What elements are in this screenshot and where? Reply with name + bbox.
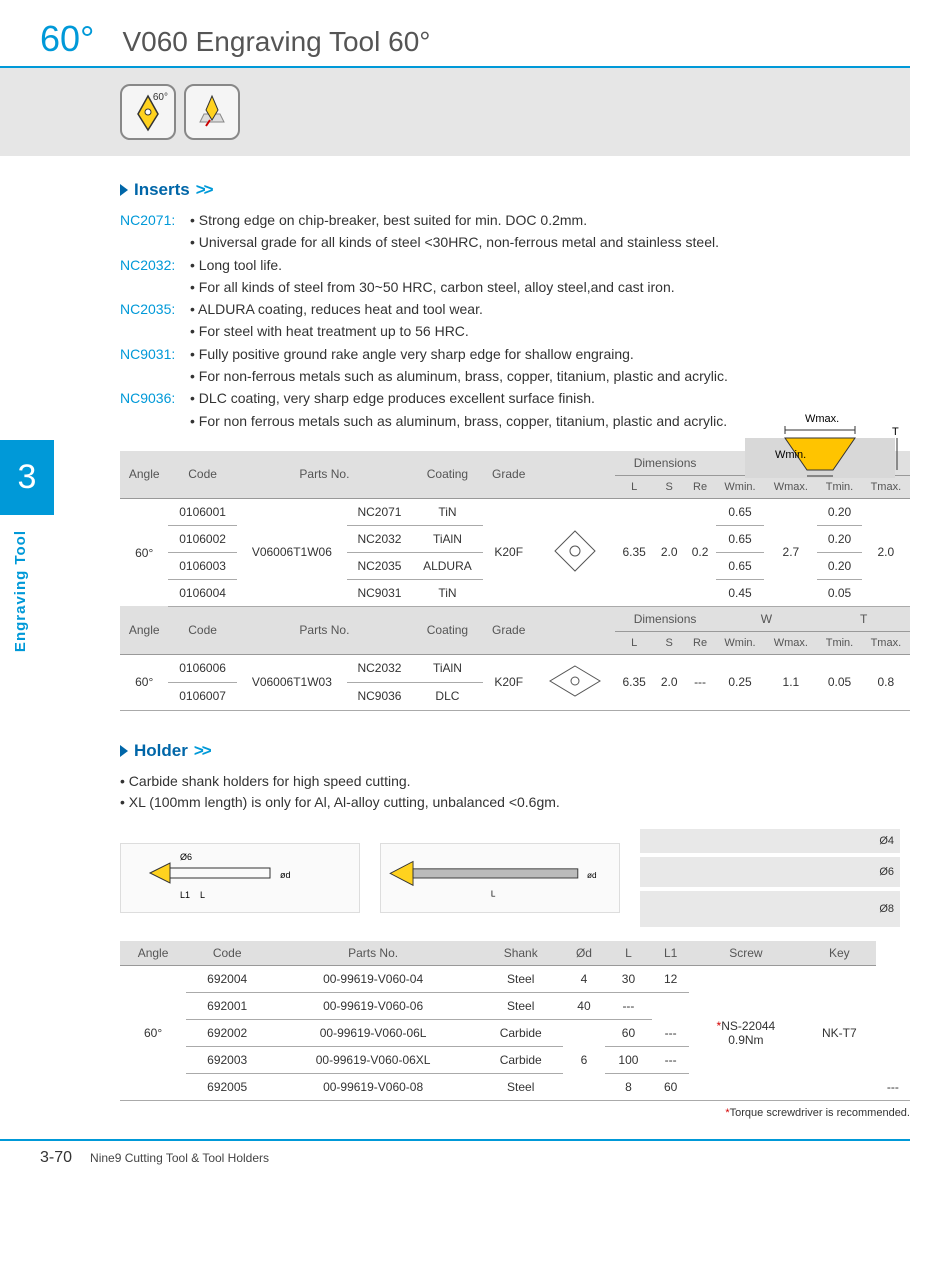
chevron-icon: >> (196, 180, 212, 200)
holder-notes: • Carbide shank holders for high speed c… (120, 771, 910, 813)
inserts-row: 60° 0106006 V06006T1W03 NC2032TiAlN K20F… (120, 654, 910, 682)
holder-table: Angle Code Parts No. Shank Ød L L1 Screw… (120, 941, 910, 1101)
insert-description: • For steel with heat treatment up to 56… (190, 321, 910, 341)
svg-text:Wmin.: Wmin. (775, 449, 806, 461)
holder-diagram-2: ød L (380, 843, 620, 913)
footnote: *Torque screwdriver is recommended. (120, 1107, 910, 1119)
insert-code-label (120, 277, 190, 297)
svg-text:L: L (491, 889, 496, 898)
svg-text:L1: L1 (180, 890, 190, 900)
section-marker-icon (120, 745, 128, 757)
insert-code-label (120, 366, 190, 386)
insert-code-label (120, 411, 190, 431)
insert-description: • Long tool life. (190, 255, 910, 275)
svg-text:T: T (892, 426, 899, 438)
svg-text:Ø6: Ø6 (180, 852, 192, 862)
cross-section-diagram: Wmax. Wmin. T (745, 400, 905, 485)
holder-photos: Ø4 Ø6 Ø8 (640, 829, 900, 927)
icon-strip: 60° (0, 68, 910, 156)
page-title: V060 Engraving Tool 60° (122, 26, 430, 58)
inserts-table: AngleCodeParts No. CoatingGrade Dimensio… (120, 451, 910, 711)
holder-diagrams: Ø6 ød L L1 ød L Ø4 Ø6 Ø8 (120, 829, 910, 927)
svg-text:Wmax.: Wmax. (805, 413, 839, 425)
insert-description: • For non-ferrous metals such as aluminu… (190, 366, 910, 386)
inserts-heading: Inserts (134, 180, 190, 200)
insert-description: • ALDURA coating, reduces heat and tool … (190, 299, 910, 319)
chapter-label: Engraving Tool (12, 530, 29, 652)
inserts-descriptions: NC2071:• Strong edge on chip-breaker, be… (120, 210, 910, 431)
holder-row: 60°69200400-99619-V060-04Steel43012*NS-2… (120, 965, 910, 992)
holder-diagram-1: Ø6 ød L L1 (120, 843, 360, 913)
insert-code-label: NC2071: (120, 210, 190, 230)
holder-heading: Holder (134, 741, 188, 761)
page-number: 3-70 (40, 1149, 72, 1167)
insert-code-label (120, 321, 190, 341)
tool-icon-2 (184, 84, 240, 140)
svg-text:ød: ød (587, 871, 597, 880)
chevron-icon: >> (194, 741, 210, 761)
insert-description: • Fully positive ground rake angle very … (190, 344, 910, 364)
footer-text: Nine9 Cutting Tool & Tool Holders (90, 1151, 269, 1165)
chapter-tab: 3 (0, 440, 54, 515)
svg-text:L: L (200, 890, 205, 900)
insert-code-label: NC2032: (120, 255, 190, 275)
insert-description: • Universal grade for all kinds of steel… (190, 232, 910, 252)
insert-code-label: NC2035: (120, 299, 190, 319)
header-angle: 60° (40, 18, 94, 60)
insert-code-label: NC9036: (120, 388, 190, 408)
tool-icon-1: 60° (120, 84, 176, 140)
section-marker-icon (120, 184, 128, 196)
insert-code-label (120, 232, 190, 252)
svg-text:ød: ød (280, 870, 291, 880)
insert-description: • For all kinds of steel from 30~50 HRC,… (190, 277, 910, 297)
insert-code-label: NC9031: (120, 344, 190, 364)
page-footer: 3-70 Nine9 Cutting Tool & Tool Holders (0, 1139, 910, 1167)
insert-description: • Strong edge on chip-breaker, best suit… (190, 210, 910, 230)
inserts-row: 60° 0106001 V06006T1W06 NC2071TiN K20F 6… (120, 498, 910, 525)
